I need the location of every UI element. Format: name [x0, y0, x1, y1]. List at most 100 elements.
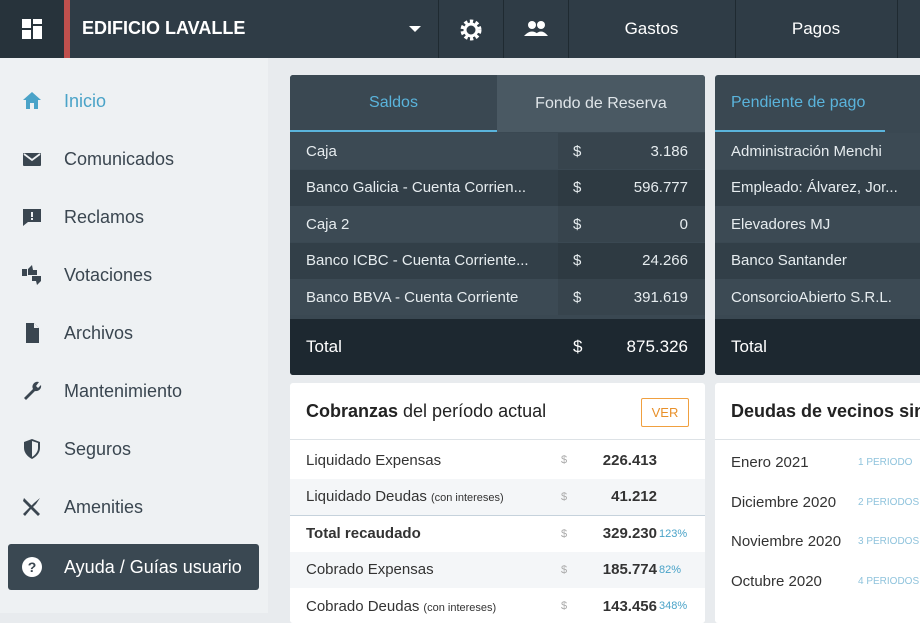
settings-icon[interactable]	[459, 18, 483, 42]
amount: 329.230	[602, 525, 657, 542]
amount: 41.212	[611, 488, 657, 505]
nav-tab[interactable]: Pagos	[791, 19, 841, 38]
nav-item[interactable]: Amenities	[0, 484, 268, 530]
svg-text:?: ?	[28, 559, 37, 575]
nav-icon	[0, 89, 64, 113]
amount: 185.774	[602, 561, 657, 578]
table-row: Caja $3.186	[290, 133, 705, 169]
period-month: Octubre 2020	[731, 572, 822, 590]
nav-label: Votaciones	[64, 264, 153, 285]
currency: $	[561, 600, 568, 612]
currency: $	[561, 527, 568, 540]
nav-icon	[0, 379, 64, 403]
nav-icon	[0, 321, 64, 345]
label-text: Liquidado Deudas	[306, 488, 427, 505]
total-row: Total $875.326	[290, 319, 705, 375]
table-row: Elevadores MJ	[715, 206, 920, 242]
panel-title: Deudas de vecinos sin	[715, 383, 920, 440]
total-row: Total	[715, 319, 920, 375]
table-row: ConsorcioAbierto S.R.L.	[715, 279, 920, 315]
logo-icon	[22, 19, 42, 39]
payee: ConsorcioAbierto S.R.L.	[731, 288, 892, 306]
period-month: Diciembre 2020	[731, 493, 837, 511]
amount: 226.413	[602, 451, 657, 469]
currency: $	[573, 337, 583, 356]
dropdown-caret[interactable]	[408, 24, 422, 34]
nav-icon	[0, 147, 64, 171]
percent: 348%	[659, 600, 688, 612]
nav-item[interactable]: Votaciones	[0, 252, 268, 298]
nav-item[interactable]: Archivos	[0, 310, 268, 356]
balances-panel: Saldos Fondo de Reserva Caja $3.186 Banco Ga…	[290, 75, 705, 375]
table-row: Administración Menchi	[715, 133, 920, 169]
icon	[23, 153, 41, 166]
currency: $	[573, 142, 582, 160]
payee: Elevadores MJ	[731, 215, 831, 233]
debts-panel: Deudas de vecinos sin Enero 2021 1 PERIODO…	[715, 383, 920, 623]
nav-item[interactable]: Mantenimiento	[0, 368, 268, 414]
table-row: Enero 2021 1 PERIODO	[715, 443, 920, 482]
users-icon[interactable]	[522, 18, 550, 40]
row-label: Liquidado Deudas (con intereses)	[306, 488, 504, 505]
pending-panel: Pendiente de pago Administración Menchi Em…	[715, 75, 920, 375]
row-label: Cobrado Deudas (con intereses)	[306, 598, 496, 615]
period-count: 1 PERIODO	[858, 457, 913, 468]
nav-icon	[0, 263, 64, 287]
nav-item[interactable]: ? Ayuda / Guías usuario	[8, 544, 259, 590]
total-label: Total	[731, 337, 767, 356]
collections-panel: Cobranzas del período actual VER Liquidado …	[290, 383, 705, 623]
currency: $	[573, 252, 582, 269]
icon: ?	[22, 557, 42, 577]
table-row: Caja 2 $0	[290, 206, 705, 242]
account-name: Banco BBVA - Cuenta Corriente	[306, 288, 519, 306]
period-count: 2 PERIODOS	[858, 496, 920, 508]
table-row: Empleado: Álvarez, Jor...	[715, 169, 920, 206]
table-row: Diciembre 2020 2 PERIODOS	[715, 483, 920, 522]
icon	[24, 381, 42, 400]
table-row: Noviembre 2020 3 PERIODOS	[715, 522, 920, 561]
tab[interactable]: Saldos	[290, 75, 497, 132]
total-amount: 875.326	[626, 337, 688, 356]
title-bold: Cobranzas	[306, 400, 399, 421]
amount-cell	[558, 279, 705, 315]
row-label: Liquidado Expensas	[306, 452, 441, 469]
table-row: Liquidado Expensas $226.413	[290, 442, 705, 478]
sidebar: Inicio Comunicados Reclamos Votaciones Archi…	[0, 58, 268, 613]
table-row: Total recaudado $329.230 123%	[290, 515, 705, 551]
amount-cell	[558, 133, 705, 169]
label-text: Cobrado Deudas	[306, 597, 420, 615]
accent-bar	[64, 0, 70, 58]
nav-tab[interactable]: Gastos	[624, 19, 679, 38]
table-row: Banco BBVA - Cuenta Corriente $391.619	[290, 279, 705, 315]
period-month: Enero 2021	[731, 454, 809, 471]
currency: $	[561, 490, 568, 503]
row-label: Total recaudado	[306, 525, 421, 542]
nav-label: Amenities	[64, 496, 144, 517]
currency: $	[573, 288, 582, 306]
label-text: Liquidado Expensas	[306, 451, 442, 469]
payee: Banco Santander	[731, 252, 847, 269]
nav-icon	[0, 495, 64, 519]
tab[interactable]: Fondo de Reserva	[497, 75, 705, 132]
table-row: Banco Santander	[715, 242, 920, 279]
icon	[26, 323, 39, 343]
view-button[interactable]: VER	[641, 398, 689, 427]
nav-item[interactable]: Inicio	[0, 78, 268, 124]
nav-item[interactable]: Comunicados	[0, 136, 268, 182]
table-row: Banco Galicia - Cuenta Corrien... $596.77…	[290, 169, 705, 206]
home-button[interactable]	[0, 0, 64, 58]
nav-label: Seguros	[64, 438, 132, 459]
amount: 24.266	[642, 252, 688, 269]
nav-label: Inicio	[64, 90, 107, 111]
icon	[23, 209, 41, 226]
payee: Empleado: Álvarez, Jor...	[731, 179, 898, 196]
account-name: Caja 2	[306, 215, 350, 233]
building-title[interactable]: EDIFICIO LAVALLE	[82, 18, 246, 38]
nav-item[interactable]: Reclamos	[0, 194, 268, 240]
table-row: Octubre 2020 4 PERIODOS	[715, 562, 920, 601]
label-note: (con intereses)	[430, 492, 504, 504]
nav-item[interactable]: Seguros	[0, 426, 268, 472]
nav-label: Archivos	[64, 322, 134, 343]
row-label: Cobrado Expensas	[306, 561, 434, 578]
